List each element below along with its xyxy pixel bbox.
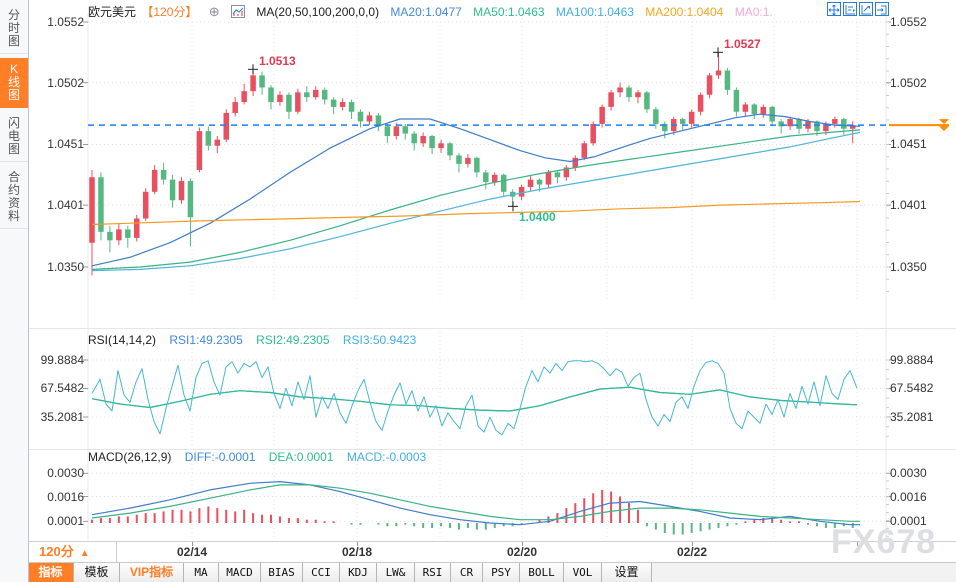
macd-formula: MACD(26,12,9) [88,450,172,464]
x-axis-date-label: 02/18 [341,545,373,559]
indicator-tab-设置[interactable]: 设置 [602,563,652,582]
sidebar-item-label: 合约资料 [7,170,20,223]
sidebar-item-time-chart[interactable]: 分时图 [0,4,28,54]
period-selector-label: 120分 [39,544,74,559]
sidebar-item-label: 闪电图 [7,116,20,156]
y-axis-label: 35.2081 [40,409,84,424]
y-axis-label: 0.0030 [890,466,927,481]
period-selector[interactable]: 120分 ▲ [28,542,117,562]
price-annotation-low: 1.0400 [519,210,556,224]
indicator-tab-RSI[interactable]: RSI [415,563,451,582]
y-axis-label: 1.0451 [890,137,927,152]
indicator-tab-指标[interactable]: 指标 [28,563,74,582]
indicator-tab-BIAS[interactable]: BIAS [261,563,303,582]
y-axis-label: 1.0401 [890,198,927,213]
y-axis-label: 1.0552 [47,15,84,29]
fx678-watermark: FX678 [831,523,937,561]
x-axis-date-label: 02/20 [506,545,538,559]
y-axis-label: 99.8884 [890,353,934,367]
dea-value: DEA:0.0001 [268,450,334,464]
y-axis-label: 1.0401 [47,198,84,213]
move-tool-icon[interactable] [827,2,841,16]
y-axis-label: 35.2081 [890,409,934,424]
sidebar-item-label: K线图 [7,62,20,102]
y-axis-label: 1.0350 [47,259,84,274]
left-tab-rail: 分时图 K线图 闪电图 合约资料 [0,0,29,582]
y-axis-label: 1.0350 [890,259,927,274]
x-axis-tick [357,542,358,546]
y-axis-label: 0.0016 [890,489,927,504]
y-axis-label: 1.0552 [890,15,927,29]
y-axis-label: 0.0016 [47,489,84,504]
indicator-toolbar: 指标 模板 VIP指标 MA MACD BIAS CCI KDJ LW& RSI CR PSY BOLL… [28,562,956,582]
indicator-tab-KDJ[interactable]: KDJ [340,563,377,582]
indicator-tab-CCI[interactable]: CCI [303,563,340,582]
rsi2-value: RSI2:49.2305 [256,333,330,347]
price-annotation-high: 1.0513 [259,54,296,68]
indicator-tab-模板[interactable]: 模板 [74,563,120,582]
indicator-tab-CR[interactable]: CR [451,563,483,582]
indicator-tab-PSY[interactable]: PSY [483,563,520,582]
ma100-value: MA100:1.0463 [555,4,634,19]
diff-value: DIFF:-0.0001 [184,450,256,464]
price-annotation-high: 1.0527 [724,37,761,51]
y-axis-label: 0.0030 [47,466,84,481]
ma-formula: MA(20,50,100,200,0,0) [256,4,380,19]
y-axis-label: 1.0502 [890,75,927,90]
indicator-tab-BOLL[interactable]: BOLL [520,563,564,582]
ma20-value: MA20:1.0477 [390,4,462,19]
chart-tools [827,2,889,16]
y-axis-label: 1.0451 [47,137,84,152]
ma50-value: MA50:1.0463 [473,4,545,19]
popout-tool-icon[interactable] [875,2,889,16]
y-axis-label: 0.0001 [47,514,84,529]
x-axis-date-label: 02/14 [176,545,208,559]
indicator-tab-VIP指标[interactable]: VIP指标 [120,563,184,582]
indicator-tab-MACD[interactable]: MACD [219,563,261,582]
y-axis-label: 1.0502 [47,75,84,90]
kline-chart-icon [230,5,245,18]
main-chart-header: 欧元美元 【120分】 ⊕ MA(20,50,100,200,0,0) MA20… [88,3,781,20]
sidebar-item-contract-info[interactable]: 合约资料 [0,166,28,229]
ma0-value: MA0:1. [734,4,773,19]
macd-panel-header: MACD(26,12,9) DIFF:-0.0001 DEA:0.0001 MA… [88,450,436,464]
indicator-tab-LW&[interactable]: LW& [377,563,415,582]
sidebar-item-kline-chart[interactable]: K线图 [0,58,28,108]
symbol-name: 欧元美元 [88,5,137,19]
y-axis-range-tool-icon[interactable] [843,2,857,16]
indicator-tab-MA[interactable]: MA [184,563,219,582]
x-axis-date-row: 120分 ▲ 02/14 02/18 02/20 02/22 [28,541,956,563]
x-axis-date-label: 02/22 [676,545,708,559]
y-axis-label: 67.5482 [890,381,934,396]
indicator-tab-VOL[interactable]: VOL [564,563,602,582]
y-axis-label: 0.0001 [890,514,927,529]
x-axis-tick [192,542,193,546]
rsi-panel-header: RSI(14,14,2) RSI1:49.2305 RSI2:49.2305 R… [88,333,426,347]
rsi3-value: RSI3:50.9423 [342,333,417,347]
rsi-formula: RSI(14,14,2) [88,333,157,347]
chevron-up-icon: ▲ [79,548,90,559]
sidebar-item-lightning-chart[interactable]: 闪电图 [0,112,28,162]
macd-value: MACD:-0.0003 [346,450,427,464]
ma200-value: MA200:1.0404 [645,4,724,19]
y-axis-label: 67.5482 [40,381,84,396]
y-axis-label: 99.8884 [40,353,84,367]
sidebar-item-label: 分时图 [7,8,20,48]
period-label: 【120分】 [141,5,198,19]
x-axis-tick [857,542,858,546]
rsi1-value: RSI1:49.2305 [169,333,243,347]
x-axis-tick [692,542,693,546]
x-axis-tick [522,542,523,546]
add-indicator-icon[interactable]: ⊕ [208,3,220,19]
x-axis-range-tool-icon[interactable] [859,2,873,16]
